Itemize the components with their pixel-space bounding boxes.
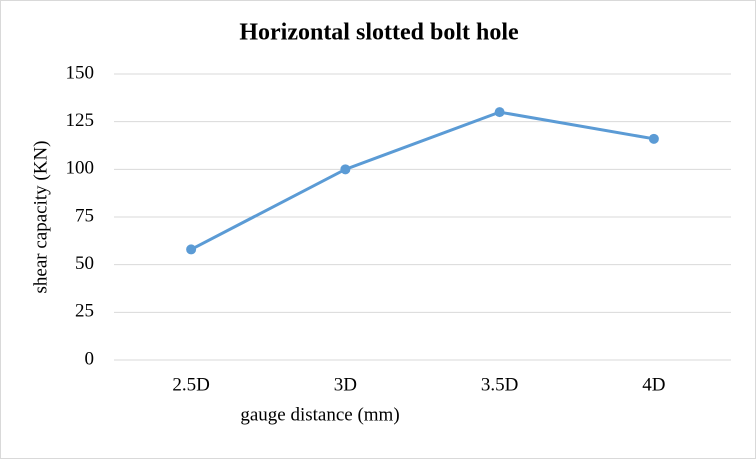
data-point <box>186 244 197 255</box>
x-tick-label: 4D <box>642 374 665 395</box>
y-tick-label: 75 <box>75 205 94 226</box>
y-tick-label: 100 <box>66 158 95 179</box>
x-tick-label: 3.5D <box>481 374 518 395</box>
y-tick-label: 125 <box>66 110 95 131</box>
y-axis-label: shear capacity (KN) <box>30 141 51 294</box>
x-tick-label: 2.5D <box>172 374 209 395</box>
y-tick-label: 25 <box>75 301 94 322</box>
y-tick-label: 50 <box>75 253 94 274</box>
chart-title: Horizontal slotted bolt hole <box>239 20 519 46</box>
data-point <box>648 133 659 144</box>
data-point <box>340 164 351 175</box>
x-tick-label: 3D <box>334 374 357 395</box>
x-axis-label: gauge distance (mm) <box>240 404 399 425</box>
data-line <box>190 110 655 251</box>
y-tick-label: 150 <box>66 62 95 83</box>
y-tick-label: 0 <box>85 348 95 369</box>
data-point <box>494 107 505 118</box>
